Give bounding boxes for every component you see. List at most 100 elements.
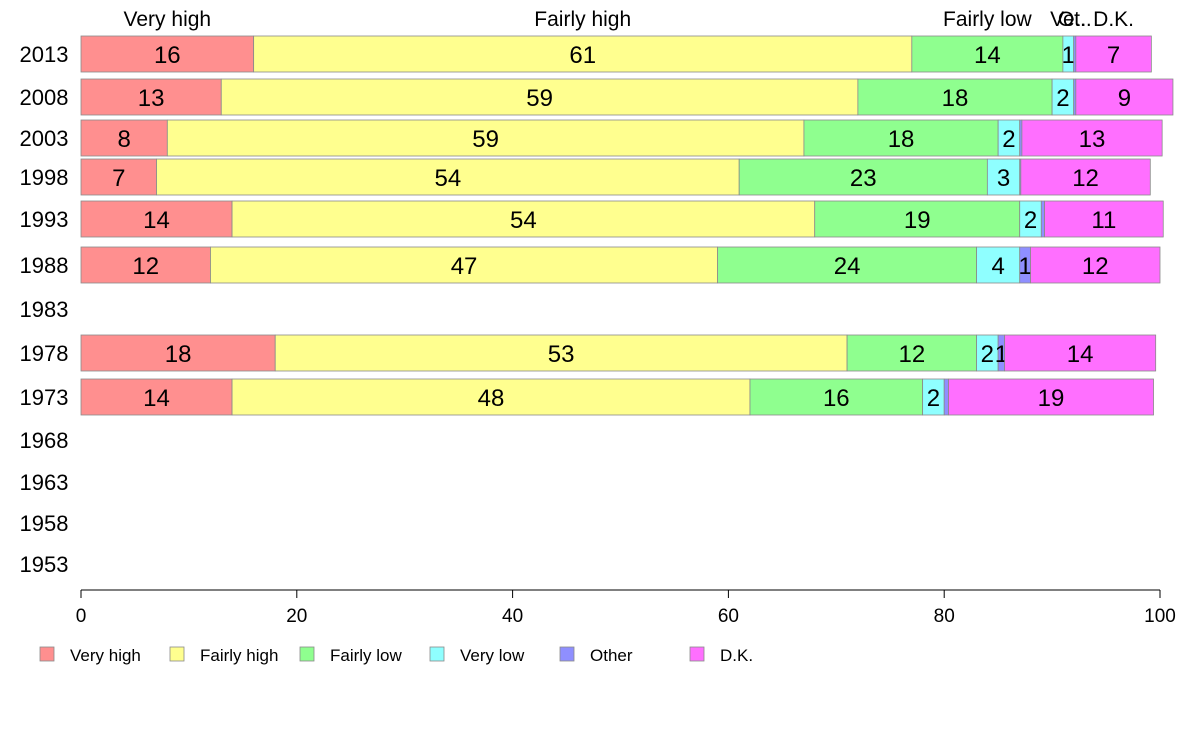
data-label: 12 bbox=[1072, 165, 1099, 192]
legend-label: Fairly low bbox=[330, 646, 403, 665]
data-label: 14 bbox=[143, 385, 170, 412]
data-label: 3 bbox=[997, 165, 1010, 192]
data-label: 18 bbox=[165, 341, 192, 368]
data-label: 16 bbox=[823, 385, 850, 412]
bar-segment bbox=[1075, 78, 1174, 116]
data-label: 1 bbox=[1018, 253, 1031, 280]
data-label: 18 bbox=[888, 126, 915, 153]
data-label: 23 bbox=[850, 165, 877, 192]
legend-swatch bbox=[559, 646, 575, 662]
series-top-label: Very high bbox=[124, 8, 212, 31]
bar-segment bbox=[814, 200, 1021, 238]
series-top-label: Ve.. bbox=[1050, 8, 1086, 31]
data-label: 7 bbox=[112, 165, 125, 192]
bar-segment bbox=[1075, 35, 1152, 73]
data-label: 61 bbox=[569, 42, 596, 69]
data-label: 2 bbox=[1024, 207, 1037, 234]
data-label: 14 bbox=[974, 42, 1001, 69]
legend-label: Very high bbox=[70, 646, 141, 665]
category-label: 1998 bbox=[20, 165, 69, 190]
x-tick-label: 100 bbox=[1144, 606, 1176, 627]
x-tick-label: 0 bbox=[76, 606, 87, 627]
data-label: 24 bbox=[834, 253, 861, 280]
legend-label: Fairly high bbox=[200, 646, 278, 665]
category-label: 2008 bbox=[20, 85, 69, 110]
bar-segment bbox=[1004, 334, 1157, 372]
legend-label: D.K. bbox=[720, 646, 753, 665]
bar-segment bbox=[80, 119, 168, 157]
bar-segment bbox=[80, 200, 233, 238]
bar-segment bbox=[274, 334, 848, 372]
bar-segment bbox=[911, 35, 1064, 73]
bar-segment bbox=[220, 78, 859, 116]
data-label: 19 bbox=[904, 207, 931, 234]
bar-segment bbox=[1040, 200, 1045, 238]
data-label: 8 bbox=[117, 126, 130, 153]
bar-segment bbox=[231, 200, 816, 238]
legend-swatch bbox=[429, 646, 445, 662]
x-tick-label: 80 bbox=[934, 606, 955, 627]
data-label: 2 bbox=[1002, 126, 1015, 153]
data-label: 4 bbox=[991, 253, 1004, 280]
category-label: 1963 bbox=[20, 470, 69, 495]
data-label: 9 bbox=[1118, 85, 1131, 112]
data-label: 1 bbox=[1062, 42, 1075, 69]
data-label: 59 bbox=[472, 126, 499, 153]
series-top-label: Fairly low bbox=[943, 8, 1033, 31]
bar-segment bbox=[1021, 119, 1163, 157]
data-label: 53 bbox=[548, 341, 575, 368]
category-label: 1993 bbox=[20, 207, 69, 232]
bar-segment bbox=[156, 158, 740, 196]
data-label: 18 bbox=[942, 85, 969, 112]
bar-segment bbox=[80, 78, 222, 116]
category-label: 2003 bbox=[20, 126, 69, 151]
bar-segment bbox=[80, 378, 233, 416]
bar-segment bbox=[1044, 200, 1164, 238]
series-top-label: D.K. bbox=[1093, 8, 1134, 31]
bar-segment bbox=[80, 334, 276, 372]
bar-segment bbox=[1030, 246, 1161, 284]
legend-label: Other bbox=[590, 646, 633, 665]
data-label: 13 bbox=[1079, 126, 1106, 153]
category-label: 2013 bbox=[20, 42, 69, 67]
category-label: 1973 bbox=[20, 385, 69, 410]
legend-swatch bbox=[169, 646, 185, 662]
data-label: 14 bbox=[143, 207, 170, 234]
bar-segment bbox=[210, 246, 719, 284]
legend-swatch bbox=[39, 646, 55, 662]
bar-segment bbox=[943, 378, 949, 416]
legend-swatch bbox=[299, 646, 315, 662]
data-label: 12 bbox=[132, 253, 159, 280]
data-label: 59 bbox=[526, 85, 553, 112]
data-label: 12 bbox=[898, 341, 925, 368]
data-label: 7 bbox=[1107, 42, 1120, 69]
data-label: 54 bbox=[510, 207, 537, 234]
data-label: 2 bbox=[981, 341, 994, 368]
bar-segment bbox=[717, 246, 977, 284]
data-label: 2 bbox=[1056, 85, 1069, 112]
x-tick-label: 40 bbox=[502, 606, 523, 627]
data-label: 54 bbox=[435, 165, 462, 192]
category-label: 1953 bbox=[20, 552, 69, 577]
category-label: 1988 bbox=[20, 253, 69, 278]
data-label: 11 bbox=[1091, 207, 1116, 234]
series-top-label: Ot.. bbox=[1058, 8, 1092, 31]
x-tick-label: 20 bbox=[286, 606, 307, 627]
category-label: 1983 bbox=[20, 297, 69, 322]
data-label: 47 bbox=[451, 253, 478, 280]
bar-segment bbox=[846, 334, 977, 372]
bar-segment bbox=[1020, 158, 1151, 196]
data-label: 48 bbox=[478, 385, 505, 412]
bar-segment bbox=[986, 158, 1021, 196]
bar-segment bbox=[976, 246, 1021, 284]
category-label: 1968 bbox=[20, 428, 69, 453]
bar-segment bbox=[253, 35, 913, 73]
bar-segment bbox=[80, 35, 255, 73]
x-tick-label: 60 bbox=[718, 606, 739, 627]
bar-segment bbox=[857, 78, 1053, 116]
bar-segment bbox=[948, 378, 1154, 416]
category-label: 1958 bbox=[20, 511, 69, 536]
category-label: 1978 bbox=[20, 341, 69, 366]
